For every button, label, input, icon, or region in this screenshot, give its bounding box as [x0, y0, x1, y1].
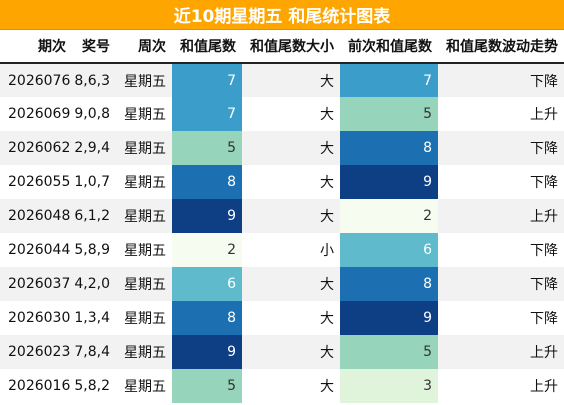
cell-size: 大 — [242, 97, 340, 131]
cell-tail: 5 — [172, 369, 242, 403]
cell-period: 2026062 — [0, 131, 72, 165]
cell-weekday: 星期五 — [116, 301, 172, 335]
table-row: 2026044 5,8,9 星期五 2 小 6 下降 — [0, 233, 564, 267]
cell-size: 大 — [242, 369, 340, 403]
column-header-tail: 和值尾数 — [172, 30, 242, 64]
column-header-trend: 和值尾数波动走势 — [438, 30, 564, 64]
cell-numbers: 6,1,2 — [72, 199, 116, 233]
cell-tail: 8 — [172, 301, 242, 335]
cell-numbers: 7,8,4 — [72, 335, 116, 369]
cell-weekday: 星期五 — [116, 131, 172, 165]
cell-numbers: 1,3,4 — [72, 301, 116, 335]
table-row: 2026076 8,6,3 星期五 7 大 7 下降 — [0, 63, 564, 97]
cell-tail: 9 — [172, 335, 242, 369]
table-row: 2026030 1,3,4 星期五 8 大 9 下降 — [0, 301, 564, 335]
column-header-prev-tail: 前次和值尾数 — [340, 30, 438, 64]
cell-numbers: 1,0,7 — [72, 165, 116, 199]
cell-trend: 上升 — [438, 199, 564, 233]
cell-trend: 下降 — [438, 131, 564, 165]
cell-prev-tail: 2 — [340, 199, 438, 233]
table-row: 2026048 6,1,2 星期五 9 大 2 上升 — [0, 199, 564, 233]
cell-numbers: 5,8,2 — [72, 369, 116, 403]
cell-prev-tail: 7 — [340, 63, 438, 97]
cell-weekday: 星期五 — [116, 165, 172, 199]
cell-size: 大 — [242, 301, 340, 335]
column-header-size: 和值尾数大小 — [242, 30, 340, 64]
cell-prev-tail: 9 — [340, 165, 438, 199]
cell-weekday: 星期五 — [116, 335, 172, 369]
cell-trend: 下降 — [438, 63, 564, 97]
stats-table: 期次 奖号 周次 和值尾数 和值尾数大小 前次和值尾数 和值尾数波动走势 202… — [0, 30, 564, 403]
cell-period: 2026048 — [0, 199, 72, 233]
cell-tail: 2 — [172, 233, 242, 267]
cell-prev-tail: 5 — [340, 97, 438, 131]
column-header-period: 期次 — [0, 30, 72, 64]
table-row: 2026016 5,8,2 星期五 5 大 3 上升 — [0, 369, 564, 403]
column-header-weekday: 周次 — [116, 30, 172, 64]
cell-prev-tail: 5 — [340, 335, 438, 369]
cell-size: 大 — [242, 131, 340, 165]
cell-trend: 下降 — [438, 301, 564, 335]
cell-tail: 8 — [172, 165, 242, 199]
cell-trend: 下降 — [438, 165, 564, 199]
table-row: 2026037 4,2,0 星期五 6 大 8 下降 — [0, 267, 564, 301]
cell-numbers: 2,9,4 — [72, 131, 116, 165]
cell-prev-tail: 8 — [340, 131, 438, 165]
column-header-numbers: 奖号 — [72, 30, 116, 64]
cell-size: 大 — [242, 267, 340, 301]
cell-trend: 上升 — [438, 335, 564, 369]
cell-period: 2026069 — [0, 97, 72, 131]
cell-period: 2026055 — [0, 165, 72, 199]
table-body: 2026076 8,6,3 星期五 7 大 7 下降 2026069 9,0,8 星期五 7 大 5 上升… — [0, 63, 564, 403]
cell-prev-tail: 8 — [340, 267, 438, 301]
table-row: 2026062 2,9,4 星期五 5 大 8 下降 — [0, 131, 564, 165]
cell-period: 2026044 — [0, 233, 72, 267]
cell-trend: 下降 — [438, 267, 564, 301]
table-header-row: 期次 奖号 周次 和值尾数 和值尾数大小 前次和值尾数 和值尾数波动走势 — [0, 30, 564, 64]
cell-prev-tail: 6 — [340, 233, 438, 267]
cell-numbers: 5,8,9 — [72, 233, 116, 267]
cell-weekday: 星期五 — [116, 97, 172, 131]
cell-period: 2026030 — [0, 301, 72, 335]
cell-tail: 9 — [172, 199, 242, 233]
cell-period: 2026023 — [0, 335, 72, 369]
table-row: 2026023 7,8,4 星期五 9 大 5 上升 — [0, 335, 564, 369]
cell-size: 大 — [242, 335, 340, 369]
cell-period: 2026037 — [0, 267, 72, 301]
table-row: 2026069 9,0,8 星期五 7 大 5 上升 — [0, 97, 564, 131]
cell-period: 2026016 — [0, 369, 72, 403]
cell-size: 大 — [242, 165, 340, 199]
cell-numbers: 8,6,3 — [72, 63, 116, 97]
cell-size: 大 — [242, 63, 340, 97]
cell-trend: 下降 — [438, 233, 564, 267]
cell-size: 小 — [242, 233, 340, 267]
cell-tail: 7 — [172, 63, 242, 97]
cell-trend: 上升 — [438, 369, 564, 403]
cell-tail: 7 — [172, 97, 242, 131]
page-title: 近10期星期五 和尾统计图表 — [0, 0, 564, 30]
cell-weekday: 星期五 — [116, 63, 172, 97]
cell-trend: 上升 — [438, 97, 564, 131]
cell-weekday: 星期五 — [116, 369, 172, 403]
cell-tail: 6 — [172, 267, 242, 301]
cell-weekday: 星期五 — [116, 199, 172, 233]
cell-size: 大 — [242, 199, 340, 233]
cell-tail: 5 — [172, 131, 242, 165]
cell-prev-tail: 3 — [340, 369, 438, 403]
cell-weekday: 星期五 — [116, 233, 172, 267]
cell-numbers: 4,2,0 — [72, 267, 116, 301]
table-row: 2026055 1,0,7 星期五 8 大 9 下降 — [0, 165, 564, 199]
cell-weekday: 星期五 — [116, 267, 172, 301]
cell-numbers: 9,0,8 — [72, 97, 116, 131]
cell-period: 2026076 — [0, 63, 72, 97]
cell-prev-tail: 9 — [340, 301, 438, 335]
